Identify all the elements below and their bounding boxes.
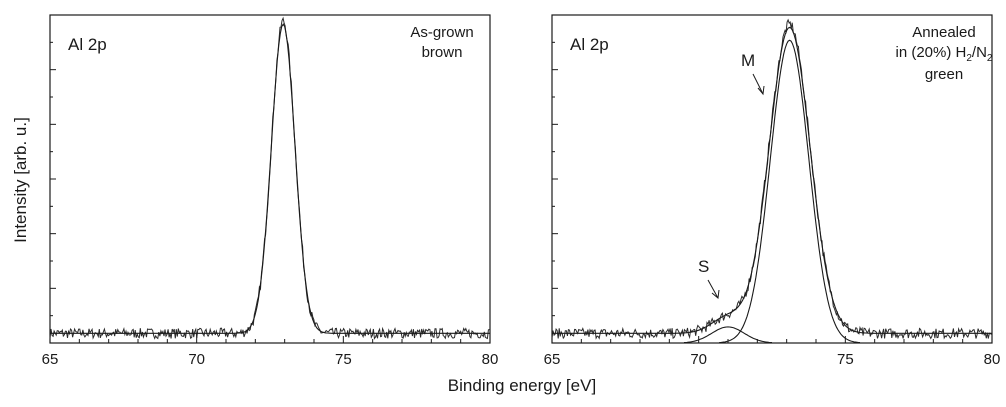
panel-right: 65 70 75 80 Al 2p Annealed in (20%) H2/N2 g… [544,14,1001,368]
y-axis-label: Intensity [arb. u.] [11,117,30,243]
corner-label-left: Al 2p [68,35,107,54]
ticks-left: 65 70 75 80 [42,41,499,368]
panel-left: 65 70 75 80 Al 2p As-grown brown [42,14,499,368]
x-tick-label: 70 [690,351,707,368]
peak-m-arrow [752,73,764,95]
series-fit-envelope-right [552,26,992,334]
x-tick-label: 80 [482,351,499,368]
series-component-S-right [683,326,773,344]
peak-label-m: M [741,51,755,70]
note-line-2-left: brown [422,44,463,61]
plot-frame-left [49,14,491,344]
curves-right [551,18,992,344]
x-tick-label: 70 [188,351,205,368]
x-tick-label: 75 [335,351,352,368]
note-line-2-right: in (20%) H2/N2 [896,44,993,64]
series-fit-left [50,23,490,334]
series-component-M-right [719,39,861,344]
peak-m-arrowhead [757,85,765,96]
note-line-1-left: As-grown [410,24,473,41]
x-tick-label: 75 [837,351,854,368]
note-line-3-right: green [925,66,963,83]
note-h-subscript: 2 [966,53,972,64]
corner-label-right: Al 2p [570,35,609,54]
peak-s-arrow [707,279,719,299]
x-tick-label: 65 [42,351,59,368]
peak-label-s: S [698,257,709,276]
peak-s-arrowhead [711,289,720,299]
note-h-part: in (20%) H [896,44,967,61]
note-n-part: /N [972,44,987,61]
x-axis-label: Binding energy [eV] [448,376,596,395]
note-line-1-right: Annealed [912,24,975,41]
note-n-subscript: 2 [987,53,993,64]
ticks-right: 65 70 75 80 [544,41,1001,368]
x-tick-label: 80 [984,351,1001,368]
curves-left [49,16,490,340]
plot-frame-right [551,14,993,344]
x-tick-label: 65 [544,351,561,368]
